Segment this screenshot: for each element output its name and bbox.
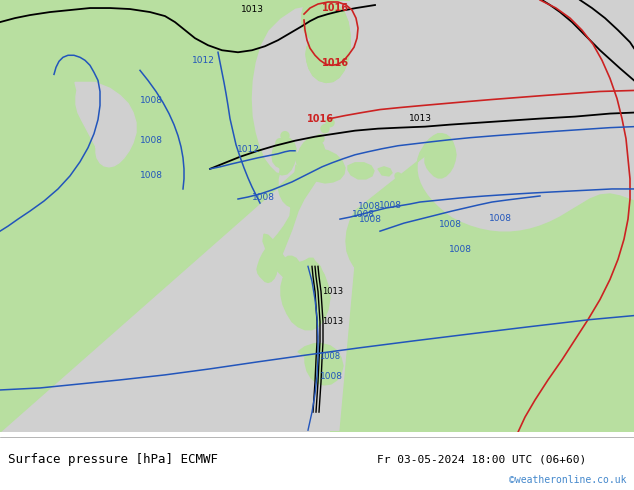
Text: 1008: 1008 <box>378 201 401 210</box>
Circle shape <box>276 139 284 147</box>
Circle shape <box>407 199 413 205</box>
Text: 1008: 1008 <box>320 372 343 381</box>
Circle shape <box>403 190 409 196</box>
Text: 1016: 1016 <box>307 114 334 123</box>
Polygon shape <box>378 167 392 176</box>
Polygon shape <box>298 343 343 385</box>
Polygon shape <box>0 0 326 432</box>
Text: 1008: 1008 <box>140 136 163 145</box>
Polygon shape <box>281 260 330 330</box>
Polygon shape <box>263 234 300 280</box>
Circle shape <box>281 132 289 140</box>
Text: 1016: 1016 <box>321 58 349 68</box>
Text: 1008: 1008 <box>358 202 381 211</box>
Text: ©weatheronline.co.uk: ©weatheronline.co.uk <box>509 475 626 486</box>
Polygon shape <box>75 82 136 167</box>
Polygon shape <box>290 258 326 325</box>
Text: Fr 03-05-2024 18:00 UTC (06+60): Fr 03-05-2024 18:00 UTC (06+60) <box>377 455 586 465</box>
Text: 1012: 1012 <box>192 56 215 65</box>
Text: 1008: 1008 <box>319 352 340 361</box>
Text: 1008: 1008 <box>140 172 163 180</box>
Circle shape <box>410 208 416 214</box>
Circle shape <box>321 124 329 133</box>
Polygon shape <box>302 0 350 82</box>
Text: 1013: 1013 <box>322 287 343 296</box>
Polygon shape <box>290 0 350 82</box>
Circle shape <box>395 173 401 179</box>
Circle shape <box>326 119 334 126</box>
Text: Surface pressure [hPa] ECMWF: Surface pressure [hPa] ECMWF <box>8 453 217 466</box>
Polygon shape <box>348 163 374 179</box>
Text: 1008: 1008 <box>252 193 275 202</box>
Polygon shape <box>295 149 345 183</box>
Text: 1008: 1008 <box>448 245 472 254</box>
Text: 1008: 1008 <box>352 210 375 219</box>
Circle shape <box>399 181 405 187</box>
Text: 1008: 1008 <box>358 215 382 223</box>
Text: 1008: 1008 <box>489 214 512 223</box>
Text: 1012: 1012 <box>236 145 259 154</box>
Text: 1008: 1008 <box>439 220 462 229</box>
Polygon shape <box>330 134 634 432</box>
Text: 1008: 1008 <box>140 96 163 105</box>
Text: 1016: 1016 <box>321 3 349 13</box>
Circle shape <box>316 135 324 143</box>
Polygon shape <box>40 82 91 204</box>
Text: 1013: 1013 <box>322 317 343 326</box>
Text: 1013: 1013 <box>240 5 264 14</box>
Text: 1013: 1013 <box>408 114 432 122</box>
